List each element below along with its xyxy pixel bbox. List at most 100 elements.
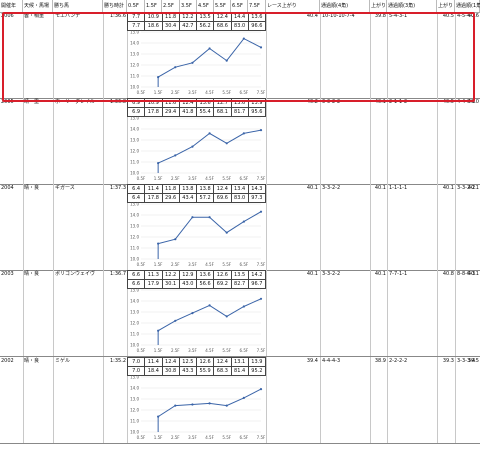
y-tick-label: 11.0 [130,419,139,424]
time-cell: 1:36.6 [110,13,126,19]
data-point [225,59,228,62]
agari1-cell: 40.1 [467,185,479,191]
column-divider [320,357,321,443]
weather-cell: 晴・良 [24,358,40,364]
y-tick-label: 14.0 [130,213,139,218]
pass3-cell: 2-1-1-2 [389,99,408,105]
pass4-cell: 3-3-2-2 [322,185,341,191]
data-point [174,238,177,241]
y-tick-label: 14.0 [130,299,139,304]
x-tick-label: 6.5F [240,435,249,440]
weather-cell: 晴・良 [24,271,40,277]
column-divider [320,270,321,356]
lap-cell: 6.6 [126,270,146,280]
data-point [191,403,194,406]
data-point [191,216,194,219]
x-tick-label: 3.5F [188,348,197,353]
column-divider [266,184,267,270]
column-divider [370,98,371,184]
lap-cell: 12.2 [161,270,180,280]
lap-cell: 14.3 [247,184,267,194]
y-tick-label: 12.0 [130,149,139,154]
data-point [157,415,160,418]
pass4-cell: 4-4-4-3 [322,358,341,364]
y-tick-label: 11.0 [130,74,139,79]
column-divider [387,98,388,184]
column-divider [127,98,128,184]
agari4-cell: 40.1 [374,185,386,191]
y-tick-label: 13.0 [130,397,139,402]
column-divider [127,270,128,356]
header-cell: 1.5F [145,0,162,12]
column-divider [387,12,388,98]
x-tick-label: 5.5F [222,176,231,181]
y-tick-label: 15.0 [130,202,139,207]
x-tick-label: 0.5F [137,90,146,95]
header-cell: 勝ち馬 [53,0,103,12]
column-divider [455,270,456,356]
column-divider [266,98,267,184]
header-cell: 0.5F [127,0,145,12]
x-tick-label: 3.5F [188,176,197,181]
y-tick-label: 11.0 [130,160,139,165]
data-point [157,76,160,79]
lap-cell: 12.4 [213,184,232,194]
series-line [157,129,262,173]
x-tick-label: 0.5F [137,435,146,440]
lap-table: 6.6 11.3 12.2 12.9 13.6 12.6 13.5 14.2 6.6 17.9 30… [126,270,267,289]
x-tick-label: 4.5F [205,176,214,181]
y-tick-label: 12.0 [130,63,139,68]
y-tick-label: 15.0 [130,30,139,35]
column-divider [455,184,456,270]
weather-cell: 晴・重 [24,99,40,105]
x-tick-label: 4.5F [205,90,214,95]
y-tick-label: 13.0 [130,52,139,57]
x-tick-label: 7.5F [257,90,266,95]
header-cell: レース上がり [266,0,320,12]
x-tick-label: 1.5F [154,90,163,95]
data-point [225,231,228,234]
race-block: 2005 晴・重 ホーリーグレイル 1:36.8 40.2 3-3-2-2 40.1 2-1-… [0,98,480,185]
column-divider [437,270,438,356]
column-divider [266,12,267,98]
x-tick-label: 0.5F [137,262,146,267]
column-divider [370,357,371,443]
data-point [174,404,177,407]
column-divider [266,270,267,356]
series-line [157,37,262,87]
y-tick-label: 15.0 [130,288,139,293]
lap-cell: 12.6 [195,357,215,367]
data-point [225,315,228,318]
x-tick-label: 2.5F [171,176,180,181]
column-divider [103,270,104,356]
data-point [242,220,245,223]
winner-cell: モエバンチ [55,13,81,19]
x-tick-label: 0.5F [137,348,146,353]
y-tick-label: 10.0 [130,343,139,348]
x-tick-label: 1.5F [154,435,163,440]
lap-cell: 13.8 [195,184,215,194]
column-divider [437,357,438,443]
x-tick-label: 0.5F [137,176,146,181]
column-divider [23,12,24,98]
agari1-cell: 40.0 [467,99,479,105]
time-cell: 1:35.2 [110,358,126,364]
x-tick-label: 3.5F [188,435,197,440]
y-tick-label: 13.0 [130,138,139,143]
agari3-cell: 40.5 [442,13,454,19]
x-tick-label: 6.5F [240,176,249,181]
y-tick-label: 10.0 [130,257,139,262]
agari4-cell: 40.1 [374,271,386,277]
header-cell: 5.5F [214,0,231,12]
y-tick-label: 10.0 [130,85,139,90]
split-time-chart: 15.0 14.0 13.0 12.0 11.0 10.00.5F 1.5F 2.5F 3.5F… [130,116,266,182]
header-cell: 上がり [437,0,455,12]
y-tick-label: 14.0 [130,386,139,391]
data-point [208,132,211,135]
lap-cell: 11.4 [144,357,163,367]
race-block: 2003 晴・良 ポリゴンウェイヴ 1:36.7 40.1 3-3-2-2 40.1 7-7-… [0,270,480,357]
y-tick-label: 13.0 [130,310,139,315]
cumulative-cell: 96.6 [247,21,267,31]
year-cell: 2003 [1,271,14,277]
weather-cell: 曇・稍重 [24,13,45,19]
